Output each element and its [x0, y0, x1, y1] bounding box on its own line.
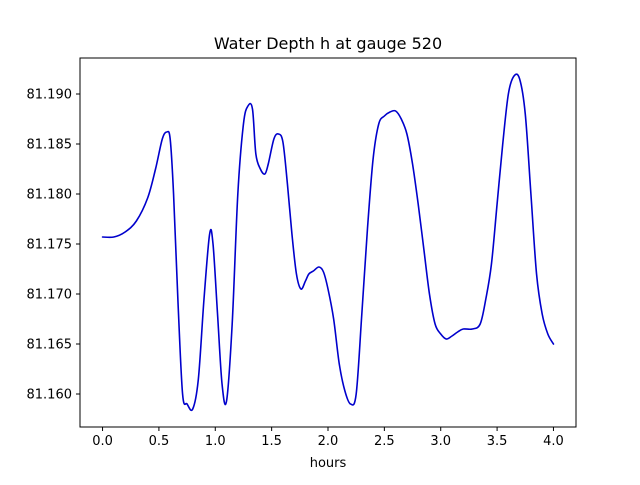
y-axis-ticks: 81.160 81.165 81.170 81.175 81.180 81.185 81.1… — [27, 88, 80, 403]
series-layer — [101, 73, 555, 412]
y-tick-label: 81.190 — [27, 88, 73, 103]
series-line-0 — [101, 73, 555, 412]
plot-area-frame — [79, 57, 577, 428]
x-tick-label: 3.0 — [430, 434, 451, 449]
x-axis-ticks: 0.0 0.5 1.0 1.5 2.0 2.5 3.0 3.5 4.0 — [92, 427, 564, 449]
x-tick-label: 0.5 — [149, 434, 170, 449]
x-tick-label: 1.0 — [205, 434, 226, 449]
x-tick-label: 2.5 — [374, 434, 395, 449]
x-tick-label: 4.0 — [543, 434, 564, 449]
chart-title: Water Depth h at gauge 520 — [214, 34, 442, 53]
x-tick-label: 0.0 — [92, 434, 113, 449]
y-tick-label: 81.170 — [27, 288, 73, 303]
y-tick-label: 81.180 — [27, 188, 73, 203]
y-tick-label: 81.185 — [27, 138, 73, 153]
x-tick-label: 1.5 — [261, 434, 282, 449]
y-tick-label: 81.160 — [27, 388, 73, 403]
x-tick-label: 3.5 — [487, 434, 508, 449]
y-tick-label: 81.175 — [27, 238, 73, 253]
y-tick-label: 81.165 — [27, 338, 73, 353]
x-axis-label: hours — [310, 456, 347, 471]
x-tick-label: 2.0 — [318, 434, 339, 449]
